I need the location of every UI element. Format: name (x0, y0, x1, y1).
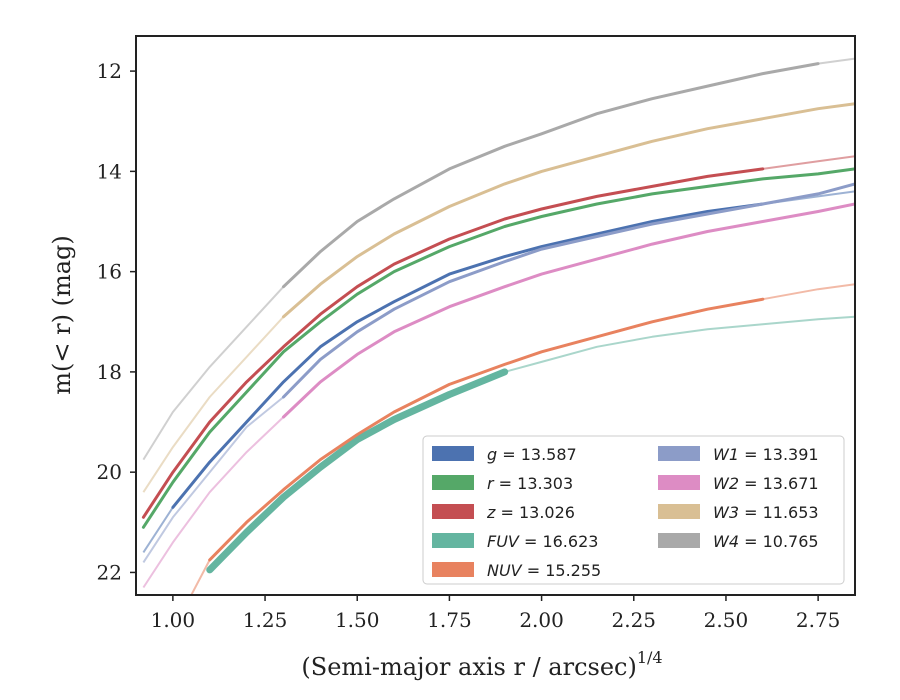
x-tick-label: 1.00 (151, 608, 196, 632)
legend-label: z = 13.026 (486, 503, 575, 522)
series-w3 (142, 102, 855, 493)
series-z (141, 155, 855, 519)
series-line-solid (282, 62, 820, 289)
legend-swatch (432, 446, 474, 461)
series-line-faint (142, 102, 855, 493)
x-tick-label: 2.50 (704, 608, 749, 632)
series-w4 (142, 57, 855, 461)
plot-frame (135, 35, 856, 596)
x-axis-title-main: (Semi-major axis r / arcsec) (301, 653, 636, 681)
series-line-solid (141, 167, 855, 529)
legend-label: NUV = 15.255 (487, 561, 601, 580)
series-w2 (142, 202, 855, 589)
x-axis-title-superscript: 1/4 (637, 648, 663, 667)
legend-swatch (658, 504, 700, 519)
legend-label: W2 = 13.671 (713, 474, 819, 493)
series-line-solid (282, 102, 855, 319)
legend-label: FUV = 16.623 (487, 532, 598, 551)
series-line-solid (282, 202, 855, 419)
x-tick-label: 1.25 (243, 608, 288, 632)
legend: g = 13.587 r = 13.303 z = 13.026 FUV = 16.6… (422, 435, 845, 585)
y-axis-ticks: 12 14 16 18 20 22 (97, 59, 136, 584)
legend-label: W3 = 11.653 (713, 503, 819, 522)
y-tick-label: 16 (97, 260, 122, 284)
series-line-solid (141, 167, 765, 519)
legend-label: r = 13.303 (487, 474, 573, 493)
x-tick-label: 1.50 (335, 608, 380, 632)
legend-swatch (658, 533, 700, 548)
legend-swatch (658, 475, 700, 490)
series-nuv (190, 283, 855, 595)
y-tick-label: 12 (97, 59, 122, 83)
legend-swatch (432, 562, 474, 577)
x-tick-label: 2.00 (519, 608, 564, 632)
x-axis-title: (Semi-major axis r / arcsec)1/4 (301, 648, 662, 681)
series-fuv (206, 315, 855, 574)
series-line-solid (171, 202, 765, 509)
x-axis-ticks: 1.00 1.25 1.50 1.75 2.00 2.25 2.50 2.75 (151, 595, 841, 632)
series-w1 (142, 182, 855, 563)
legend-label: W4 = 10.765 (713, 532, 819, 551)
legend-swatch (432, 533, 474, 548)
legend-box (422, 435, 845, 585)
series-line-solid (208, 297, 765, 562)
y-tick-label: 18 (97, 360, 122, 384)
x-tick-label: 2.25 (612, 608, 657, 632)
legend-swatch (432, 504, 474, 519)
legend-label: W1 = 13.391 (713, 445, 819, 464)
y-axis-title: m(< r) (mag) (48, 235, 76, 394)
legend-swatch (658, 446, 700, 461)
y-tick-label: 20 (97, 460, 122, 484)
y-tick-label: 22 (97, 560, 122, 584)
series-line-solid (282, 182, 855, 399)
series-layer (141, 57, 855, 595)
legend-swatch (432, 475, 474, 490)
x-tick-label: 1.75 (427, 608, 472, 632)
series-r (141, 167, 855, 529)
series-line-solid (206, 368, 509, 574)
y-tick-label: 14 (97, 159, 122, 183)
series-g (142, 190, 855, 553)
legend-label: g = 13.587 (487, 445, 577, 464)
x-tick-label: 2.75 (796, 608, 841, 632)
